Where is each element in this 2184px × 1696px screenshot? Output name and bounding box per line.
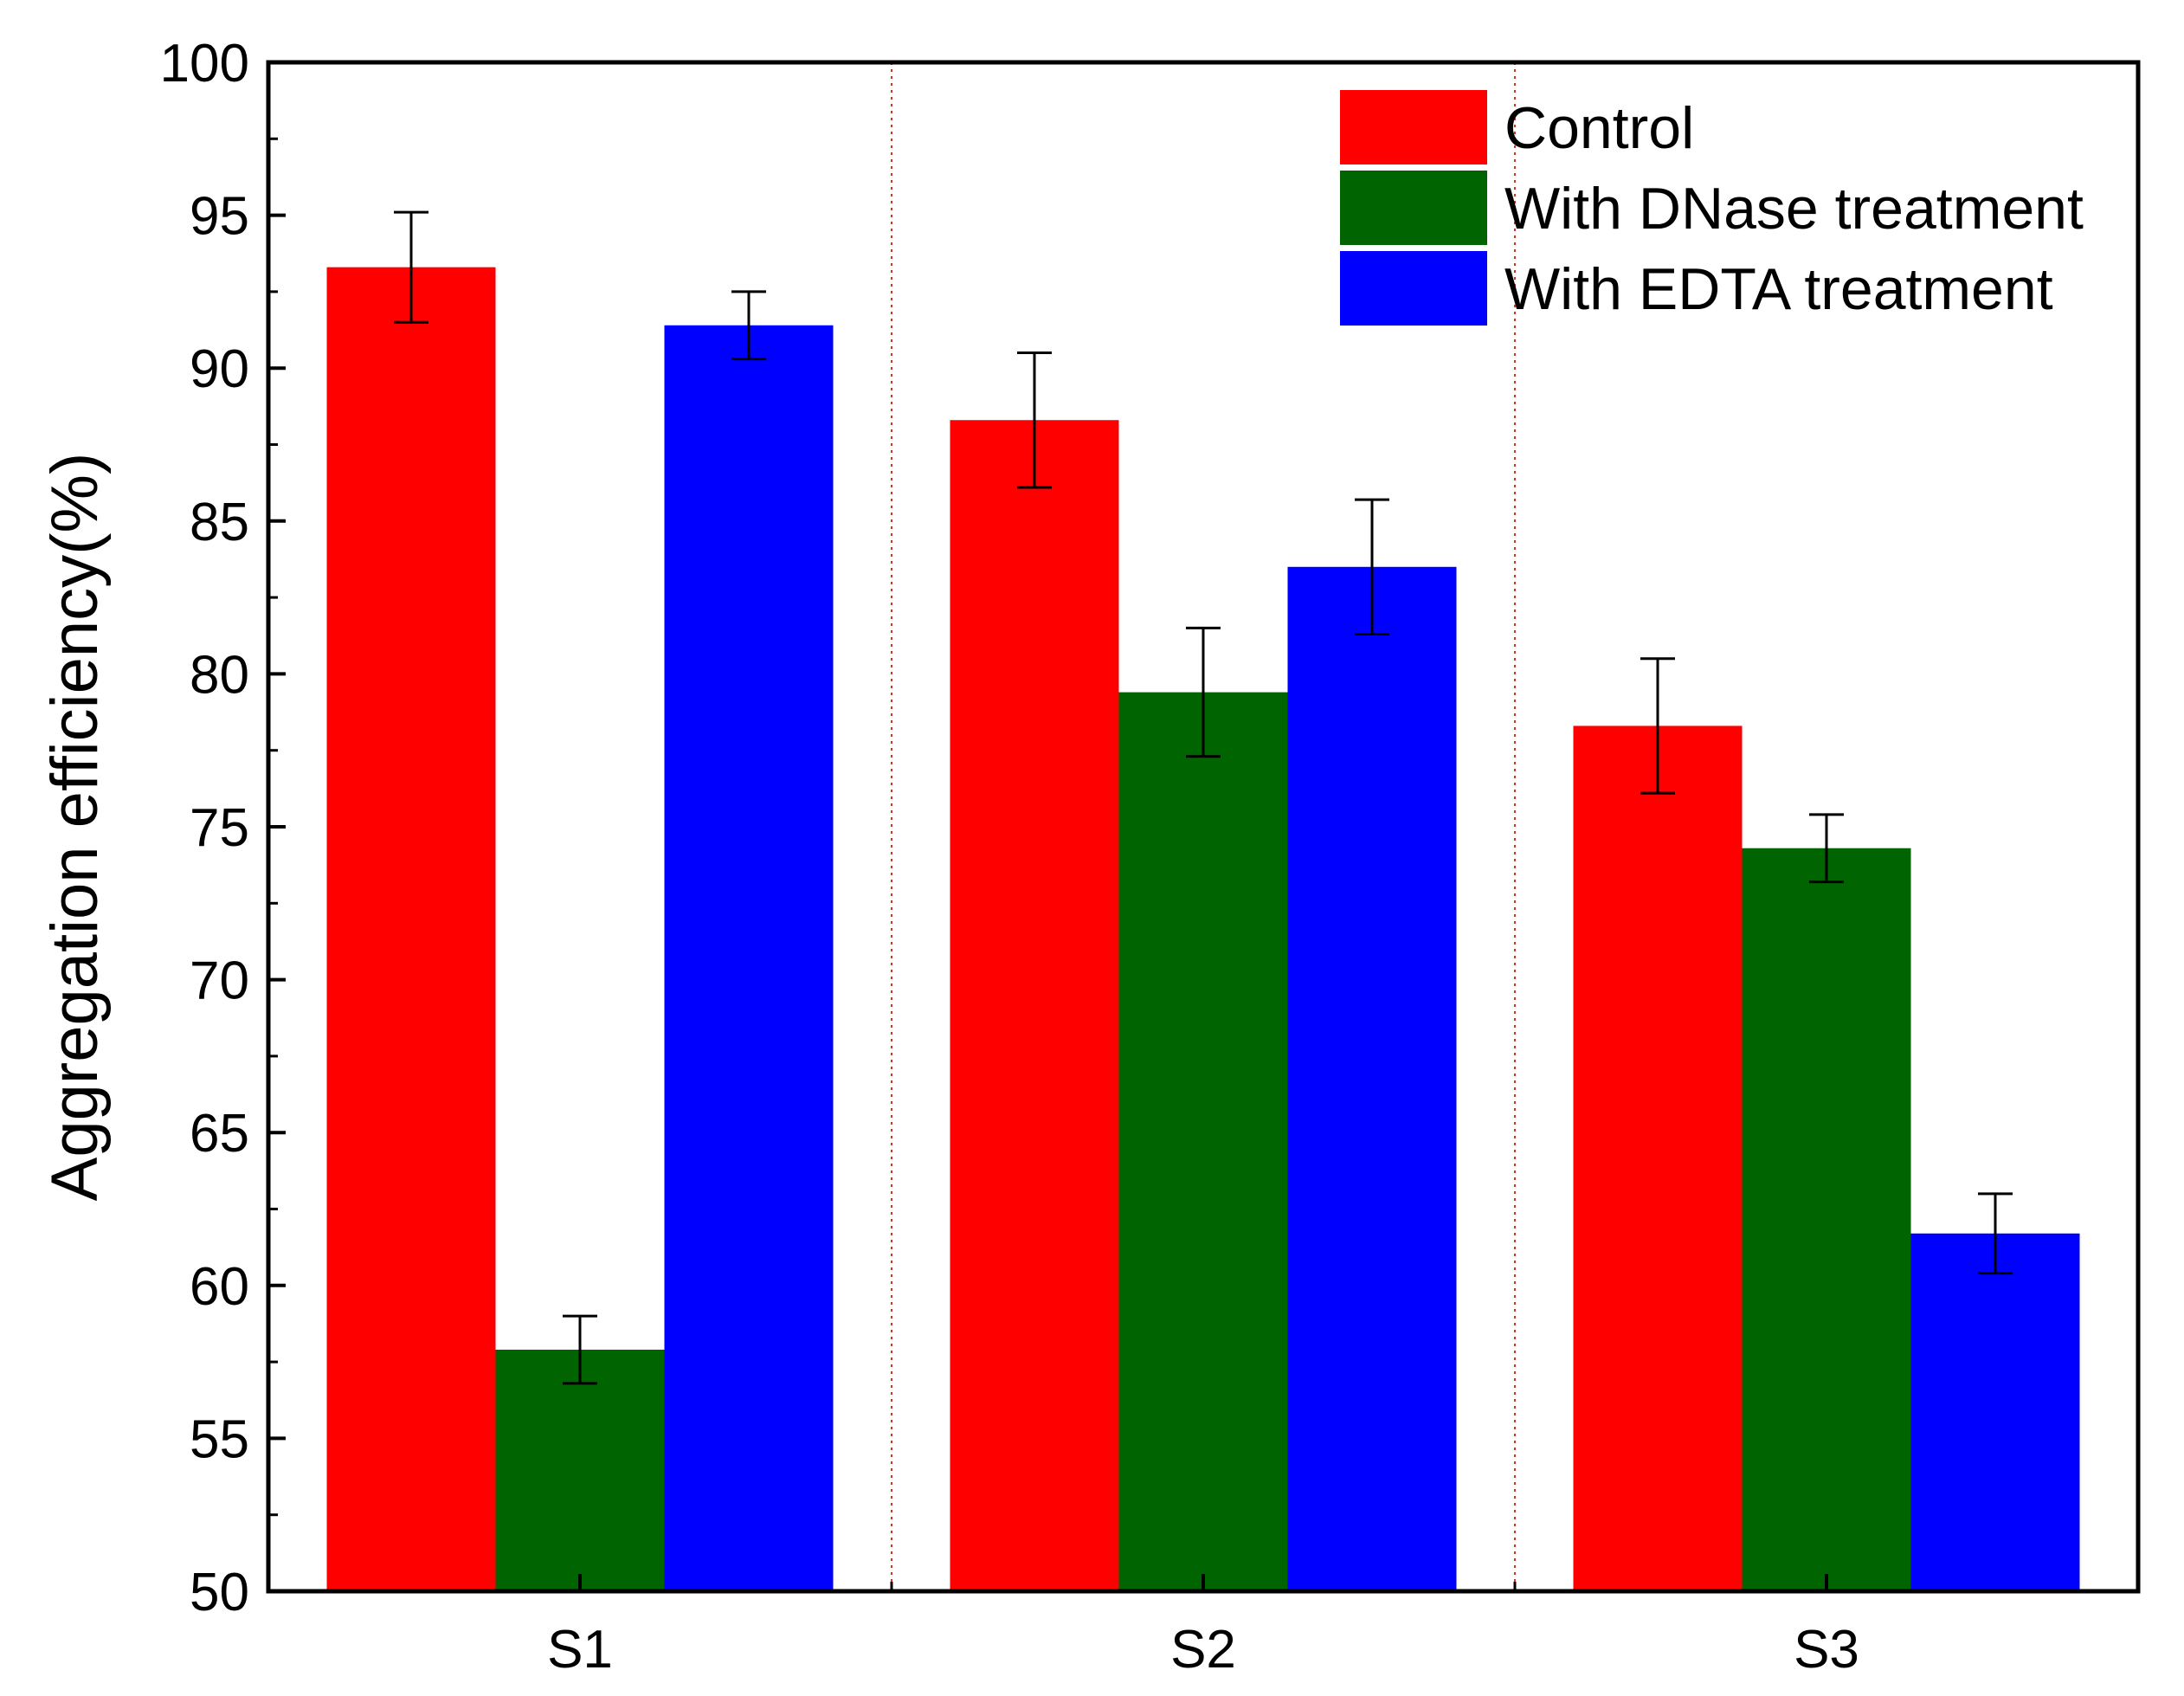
x-axis: S1 S2 S3 — [547, 1574, 1859, 1680]
bar-s3-series-1 — [1573, 725, 1743, 1591]
x-tick-label-s1: S1 — [547, 1620, 613, 1680]
bar-s3-series-3 — [1910, 1233, 2080, 1591]
group-separators — [891, 62, 1516, 1591]
y-axis-title: Aggregation efficiency(%) — [38, 453, 112, 1202]
y-tick-label: 55 — [190, 1409, 249, 1469]
y-axis: 50 55 60 65 70 75 80 85 90 95 100 — [160, 34, 286, 1622]
x-tick-label-s3: S3 — [1794, 1620, 1859, 1680]
bar-s1-series-1 — [326, 267, 496, 1591]
legend: Control With DNase treatment With EDTA tre… — [1340, 90, 2084, 326]
legend-swatch-series-3 — [1340, 251, 1487, 326]
y-tick-label: 70 — [190, 951, 249, 1011]
bar-s2-series-3 — [1287, 566, 1457, 1591]
legend-swatch-series-2 — [1340, 171, 1487, 245]
y-tick-label: 85 — [190, 493, 249, 552]
bars-layer — [326, 267, 2080, 1592]
y-tick-label: 60 — [190, 1257, 249, 1317]
bar-s2-series-1 — [950, 420, 1119, 1591]
y-tick-label: 90 — [190, 339, 249, 399]
bar-s3-series-2 — [1742, 848, 1911, 1591]
error-bars-layer — [394, 210, 2013, 1385]
bar-s1-series-3 — [664, 325, 834, 1592]
legend-swatch-series-1 — [1340, 90, 1487, 164]
y-tick-label: 100 — [160, 34, 249, 94]
y-tick-label: 75 — [190, 798, 249, 858]
legend-label-series-3: With EDTA treatment — [1504, 256, 2053, 322]
y-tick-label: 50 — [190, 1563, 249, 1622]
y-tick-label: 95 — [190, 187, 249, 247]
y-tick-label: 80 — [190, 645, 249, 705]
bar-s1-series-2 — [495, 1349, 665, 1591]
legend-label-series-2: With DNase treatment — [1504, 176, 2084, 242]
bar-s2-series-2 — [1118, 692, 1288, 1591]
x-tick-label-s2: S2 — [1170, 1620, 1236, 1680]
y-tick-label: 65 — [190, 1104, 249, 1164]
legend-label-series-1: Control — [1504, 95, 1694, 161]
